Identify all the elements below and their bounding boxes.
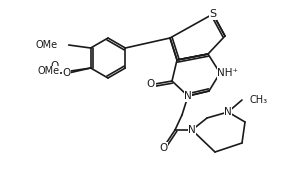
Text: N: N xyxy=(188,125,196,135)
Text: O: O xyxy=(159,143,167,153)
Text: O: O xyxy=(51,61,59,71)
Text: N: N xyxy=(224,107,232,117)
Text: OMe: OMe xyxy=(38,66,60,76)
Text: CH₃: CH₃ xyxy=(250,95,268,105)
Text: OMe: OMe xyxy=(35,40,58,50)
Text: S: S xyxy=(209,9,217,19)
Text: NH⁺: NH⁺ xyxy=(218,68,238,78)
Text: N: N xyxy=(184,91,192,101)
Text: O: O xyxy=(62,68,71,78)
Text: O: O xyxy=(147,79,155,89)
